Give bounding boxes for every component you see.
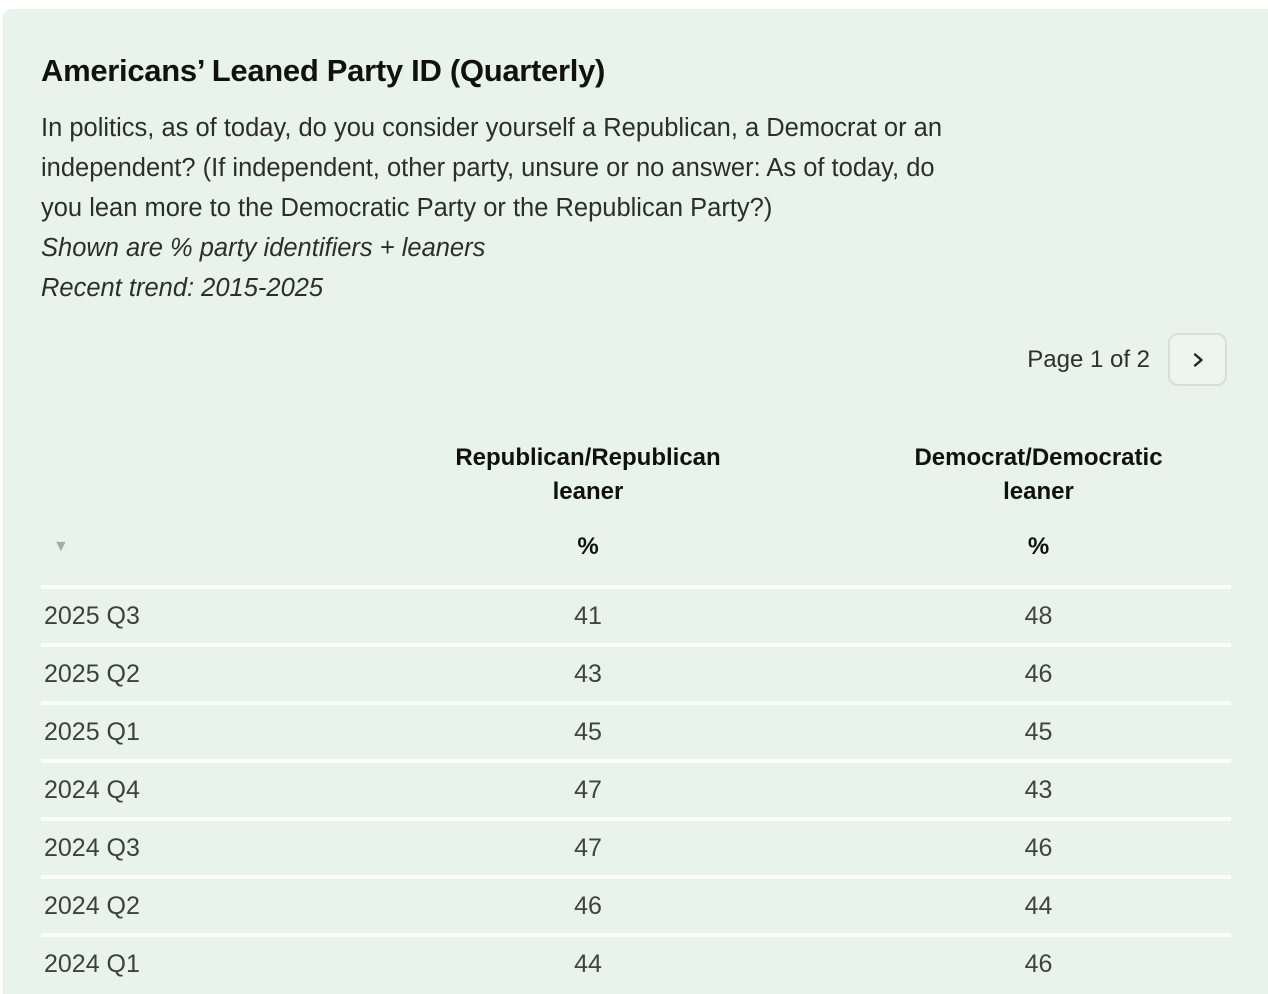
table-header-row: Republican/Republican leaner Democrat/De… [41, 431, 1231, 509]
row-democrat-value: 45 [1024, 717, 1053, 746]
table-row: 2025 Q3 41 48 [41, 585, 1231, 643]
next-page-button[interactable] [1168, 333, 1227, 386]
row-republican-value: 41 [574, 601, 602, 630]
row-period: 2024 Q4 [44, 775, 140, 804]
sort-cell: ▼ [41, 538, 341, 556]
header-democrat-leaner[interactable]: Democrat/Democratic leaner [914, 444, 1163, 505]
page-title: Americans’ Leaned Party ID (Quarterly) [41, 53, 606, 88]
row-period: 2024 Q2 [44, 891, 140, 920]
row-republican-value: 44 [574, 949, 602, 978]
poll-note: Shown are % party identifiers + leaners [41, 234, 486, 262]
pagination: Page 1 of 2 [1027, 333, 1227, 386]
table-row: 2024 Q3 47 46 [41, 817, 1231, 875]
row-democrat-value: 46 [1024, 659, 1053, 688]
table-units-row: ▼ % % [41, 509, 1231, 585]
table-row: 2025 Q2 43 46 [41, 643, 1231, 701]
row-republican-value: 45 [574, 717, 602, 746]
poll-subnotes: Shown are % party identifiers + leaners … [41, 228, 485, 308]
data-table: Republican/Republican leaner Democrat/De… [41, 431, 1231, 991]
poll-trend: Recent trend: 2015-2025 [41, 274, 324, 302]
row-period: 2024 Q1 [44, 949, 140, 978]
row-democrat-value: 48 [1024, 601, 1053, 630]
republican-unit-label: % [577, 533, 599, 560]
row-republican-value: 43 [574, 659, 602, 688]
row-democrat-value: 46 [1024, 949, 1053, 978]
democrat-unit-label: % [1027, 533, 1050, 560]
poll-question-line: In politics, as of today, do you conside… [41, 114, 943, 142]
chevron-right-icon [1193, 352, 1203, 367]
poll-question-line: you lean more to the Democratic Party or… [41, 194, 773, 222]
row-period: 2025 Q1 [44, 717, 140, 746]
row-democrat-value: 46 [1024, 833, 1053, 862]
pagination-label: Page 1 of 2 [1027, 345, 1150, 373]
table-row: 2024 Q2 46 44 [41, 875, 1231, 933]
row-republican-value: 47 [574, 833, 602, 862]
table-row: 2025 Q1 45 45 [41, 701, 1231, 759]
row-period: 2025 Q3 [44, 601, 140, 630]
poll-question-line: independent? (If independent, other part… [41, 154, 935, 182]
row-democrat-value: 43 [1024, 775, 1053, 804]
header-period-column [41, 441, 341, 509]
sort-descending-icon[interactable]: ▼ [53, 538, 69, 555]
row-democrat-value: 44 [1024, 891, 1053, 920]
table-row: 2024 Q4 47 43 [41, 759, 1231, 817]
row-period: 2024 Q3 [44, 833, 140, 862]
row-republican-value: 46 [574, 891, 602, 920]
row-republican-value: 47 [574, 775, 602, 804]
table-row: 2024 Q1 44 46 [41, 933, 1231, 991]
poll-question: In politics, as of today, do you conside… [41, 108, 942, 228]
row-period: 2025 Q2 [44, 659, 140, 688]
header-republican-leaner[interactable]: Republican/Republican leaner [455, 444, 721, 505]
poll-card: Americans’ Leaned Party ID (Quarterly) I… [3, 9, 1268, 994]
